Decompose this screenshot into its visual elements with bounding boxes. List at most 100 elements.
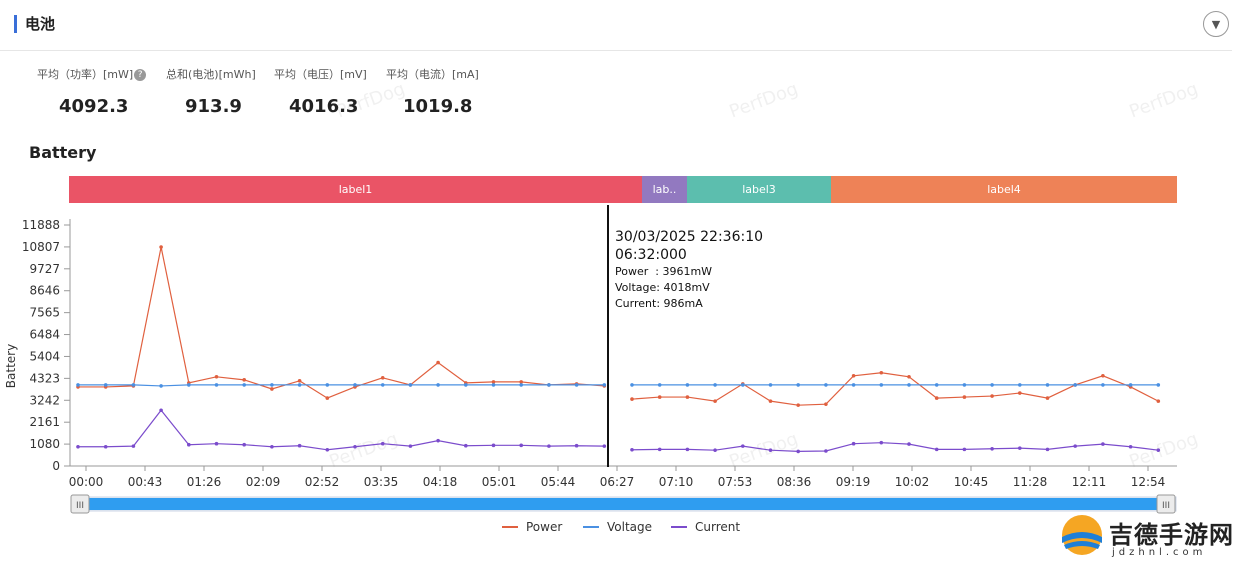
- data-point-voltage: [1073, 383, 1077, 387]
- data-point-voltage: [214, 383, 219, 387]
- metric-value: 4092.3: [59, 96, 129, 117]
- data-point-current: [879, 440, 884, 445]
- logo-text: 吉德手游网: [1109, 520, 1234, 549]
- data-point-voltage: [1156, 383, 1161, 387]
- label-band-label1[interactable]: label1: [69, 176, 642, 203]
- data-point-power: [325, 396, 330, 400]
- tooltip-time: 06:32:000: [615, 247, 687, 263]
- y-tick-label: 8646: [29, 284, 60, 298]
- collapse-button[interactable]: ▼: [1203, 11, 1229, 37]
- label-band-label3[interactable]: label3: [687, 176, 831, 203]
- section-title: 电池: [25, 15, 56, 33]
- data-point-power: [242, 378, 246, 382]
- data-point-current: [547, 444, 551, 448]
- label-band-label2[interactable]: lab..: [642, 176, 687, 203]
- legend-item-power[interactable]: Power: [502, 520, 562, 534]
- data-point-current: [103, 444, 108, 449]
- zoom-handle-right[interactable]: III: [1156, 494, 1176, 514]
- data-point-voltage: [408, 383, 413, 387]
- metric-label: 总和(电池)[mWh]: [166, 68, 256, 81]
- data-point-power: [934, 396, 939, 400]
- zoom-slider[interactable]: III III: [70, 494, 1177, 514]
- data-point-voltage: [851, 383, 856, 387]
- data-point-voltage: [159, 384, 163, 388]
- data-point-current: [408, 444, 413, 448]
- data-point-power: [851, 373, 856, 378]
- label-band-label4[interactable]: label4: [831, 176, 1177, 203]
- x-tick-label: 02:52: [305, 475, 340, 489]
- logo-subtext: jdzhnl.com: [1112, 547, 1207, 558]
- data-point-voltage: [242, 383, 246, 387]
- data-point-voltage: [824, 383, 828, 387]
- data-point-power: [270, 387, 274, 391]
- data-point-current: [242, 442, 246, 447]
- tooltip-current: Current: 986mA: [615, 297, 703, 310]
- data-point-current: [630, 447, 634, 452]
- data-point-power: [380, 376, 385, 380]
- data-point-current: [270, 444, 274, 449]
- data-point-current: [1101, 442, 1105, 446]
- x-tick-label: 06:27: [600, 475, 635, 489]
- data-point-current: [962, 447, 967, 452]
- data-point-voltage: [519, 383, 523, 387]
- metric-label: 平均（电压）[mV]: [274, 68, 367, 81]
- data-point-current: [297, 443, 302, 448]
- y-tick-label: 6484: [29, 328, 60, 342]
- legend-swatch: [502, 526, 518, 528]
- logo-icon: [1062, 515, 1102, 555]
- data-point-voltage: [962, 383, 967, 387]
- zoom-slider-range[interactable]: [88, 498, 1158, 510]
- legend-swatch: [583, 526, 599, 528]
- series-line-current: [631, 442, 1159, 453]
- legend-item-voltage[interactable]: Voltage: [583, 520, 652, 534]
- tooltip-power: Power : 3961mW: [615, 265, 712, 278]
- data-point-voltage: [768, 383, 773, 387]
- legend-label: Voltage: [607, 520, 653, 534]
- x-tick-label: 04:18: [423, 475, 458, 489]
- y-tick-label: 2161: [29, 415, 60, 429]
- data-point-power: [630, 397, 634, 401]
- data-point-current: [1156, 448, 1161, 452]
- data-point-power: [824, 402, 828, 406]
- data-point-current: [990, 446, 994, 451]
- legend-swatch: [671, 526, 687, 528]
- y-tick-label: 5404: [29, 349, 60, 363]
- data-point-voltage: [103, 383, 108, 387]
- x-tick-label: 12:54: [1131, 475, 1166, 489]
- data-point-power: [491, 380, 496, 384]
- data-point-voltage: [491, 383, 496, 387]
- y-tick-label: 4323: [29, 371, 60, 385]
- data-point-current: [491, 443, 496, 448]
- data-point-voltage: [879, 383, 884, 387]
- data-point-voltage: [934, 383, 939, 387]
- tooltip-voltage: Voltage: 4018mV: [615, 281, 710, 294]
- x-tick-label: 09:19: [836, 475, 871, 489]
- data-point-current: [602, 444, 607, 448]
- data-point-voltage: [602, 383, 607, 387]
- chart-axes: Battery 11888 10807 9727 8646 7565 6484 5404 43…: [4, 218, 1177, 489]
- data-point-voltage: [1128, 383, 1133, 387]
- y-tick-label: 0: [52, 459, 60, 473]
- legend-item-current[interactable]: Current: [671, 520, 740, 534]
- x-tick-label: 10:02: [895, 475, 930, 489]
- metric-label: 平均（电流）[mA]: [386, 68, 479, 81]
- series-line-power: [78, 246, 605, 399]
- chevron-down-icon: ▼: [1211, 17, 1221, 31]
- x-tick-label: 07:53: [718, 475, 753, 489]
- data-point-power: [1156, 399, 1161, 403]
- data-point-power: [1045, 396, 1050, 400]
- data-point-current: [1073, 444, 1077, 448]
- metric-value: 1019.8: [403, 96, 473, 117]
- data-point-current: [657, 447, 662, 452]
- legend-label: Current: [695, 520, 741, 534]
- data-point-current: [1128, 444, 1133, 449]
- help-icon[interactable]: ?: [134, 69, 147, 81]
- series-line-power: [631, 372, 1159, 406]
- data-point-current: [768, 448, 773, 452]
- zoom-handle-left[interactable]: III: [70, 494, 90, 514]
- data-point-current: [76, 444, 80, 449]
- x-tick-label: 10:45: [954, 475, 989, 489]
- data-point-voltage: [131, 383, 136, 387]
- data-point-voltage: [713, 383, 717, 387]
